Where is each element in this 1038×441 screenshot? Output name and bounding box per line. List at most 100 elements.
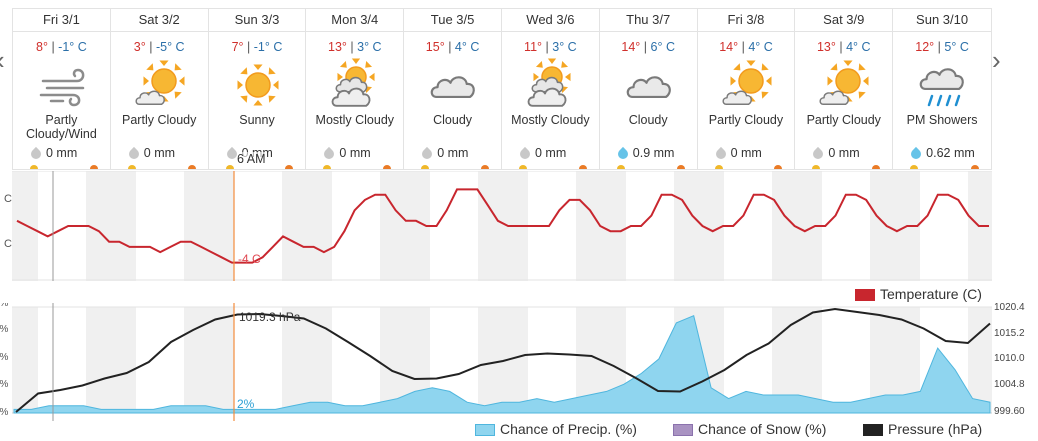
day-column[interactable]: Thu 3/7 14° | 6° C Cloudy 0.9 mm: [599, 9, 698, 171]
day-column[interactable]: Sat 3/9 13° | 4° C Partly Cloudy 0 mm: [795, 9, 894, 171]
day-temps: 11° | 3° C: [502, 40, 599, 55]
temp-low: -5° C: [155, 40, 185, 54]
legend-swatch-precip: [475, 424, 495, 437]
sunrise-icon: [323, 165, 332, 169]
raindrop-icon: [811, 146, 826, 161]
pressure-precip-chart[interactable]: 0% 5% 0% 5% 0% 1020.4 1015.2 1010.0 1004.8 999.60…: [0, 303, 1038, 421]
condition-text: Mostly Cloudy: [511, 113, 590, 127]
temp-high: 8°: [36, 40, 48, 54]
condition-text: Sunny: [239, 113, 275, 127]
sun-markers: [616, 165, 685, 171]
wind-icon: [33, 57, 91, 113]
temp-separator: |: [448, 40, 452, 54]
temp-high: 12°: [915, 40, 935, 54]
precip-amount: 0 mm: [713, 146, 762, 161]
sunrise-icon: [714, 165, 723, 169]
partly-cloudy-icon: [131, 57, 189, 113]
day-temps: 15° | 4° C: [404, 40, 501, 55]
legend-swatch-temperature: [855, 289, 875, 302]
raindrop-icon: [126, 146, 141, 161]
temp-separator: |: [741, 40, 745, 54]
temp-low: 4° C: [846, 40, 871, 54]
day-name: Sun 3/10: [893, 9, 991, 32]
precip-value: 0 mm: [437, 146, 469, 160]
temp-separator: |: [350, 40, 354, 54]
day-name: Sat 3/9: [795, 9, 893, 32]
precip-amount: 0 mm: [28, 146, 77, 161]
daily-forecast-strip: Fri 3/1 8° | -1° C Partly Cloudy/Wind 0 …: [12, 8, 992, 170]
legend-snow[interactable]: Chance of Snow (%): [673, 421, 826, 437]
legend-precip[interactable]: Chance of Precip. (%): [475, 421, 637, 437]
precip-area: [13, 315, 991, 414]
precip-value: 0 mm: [339, 146, 371, 160]
sun-markers: [714, 165, 783, 171]
precip-amount: 0 mm: [322, 146, 371, 161]
pressure-axis-label: 1020.4: [994, 303, 1025, 313]
precip-value: 0.62 mm: [926, 146, 975, 160]
sun-markers: [812, 165, 881, 171]
chevron-left-icon[interactable]: ‹: [0, 47, 5, 73]
precip-amount: 0.62 mm: [909, 146, 975, 161]
precip-value: 0 mm: [828, 146, 860, 160]
sunset-icon: [872, 165, 881, 169]
day-column[interactable]: Fri 3/8 14° | 4° C Partly Cloudy 0 mm: [697, 9, 796, 171]
temp-axis-label: C: [4, 238, 12, 250]
hover-precip-readout: 2%: [237, 397, 255, 411]
day-column[interactable]: Mon 3/4 13° | 3° C Mostly Cloudy 0 mm: [306, 9, 405, 171]
condition-text: Cloudy: [433, 113, 473, 127]
sun-markers: [421, 165, 489, 171]
sunset-icon: [578, 165, 587, 169]
condition-text: Mostly Cloudy: [315, 113, 395, 127]
raindrop-icon: [322, 146, 337, 161]
percent-axis-label: 0%: [0, 407, 9, 418]
sun-markers: [910, 165, 979, 171]
legend-swatch-snow: [673, 424, 693, 437]
temp-high: 15°: [425, 40, 445, 54]
day-name: Sun 3/3: [208, 9, 306, 32]
day-column[interactable]: Sat 3/2 3° | -5° C Partly Cloudy 0 mm: [110, 9, 209, 169]
temp-low: 6° C: [650, 40, 675, 54]
legend-pressure[interactable]: Pressure (hPa): [863, 421, 982, 437]
percent-axis-label: 0%: [0, 352, 9, 363]
legend-temperature[interactable]: Temperature (C): [855, 286, 982, 302]
condition-text: Partly Cloudy: [122, 113, 197, 127]
day-temps: 13° | 4° C: [795, 40, 892, 55]
sun-markers: [323, 165, 392, 171]
condition-text: Partly Cloudy: [806, 113, 881, 127]
day-temps: 13° | 3° C: [306, 40, 403, 55]
sunrise-icon: [812, 165, 821, 169]
sunrise-icon: [518, 165, 527, 169]
pressure-line: [15, 307, 991, 413]
precip-value: 0 mm: [730, 146, 762, 160]
day-temps: 7° | -1° C: [209, 40, 306, 55]
temp-low: 5° C: [944, 40, 969, 54]
sunset-icon: [970, 165, 979, 169]
sunset-icon: [89, 165, 98, 169]
raindrop-icon: [909, 146, 924, 161]
day-name: Fri 3/1: [13, 9, 110, 32]
day-column[interactable]: Sun 3/3 7° | -1° C Sunny 0 mm: [208, 9, 307, 171]
legend-snow-label: Chance of Snow (%): [698, 421, 827, 437]
raindrop-icon: [615, 146, 630, 161]
day-column[interactable]: Sun 3/10 12° | 5° C PM Showers 0.62 mm: [893, 9, 991, 169]
day-name: Fri 3/8: [697, 9, 795, 32]
day-temps: 12° | 5° C: [893, 40, 991, 55]
temperature-line: [16, 188, 989, 264]
temp-high: 14°: [719, 40, 739, 54]
day-column[interactable]: Wed 3/6 11° | 3° C Mostly Cloudy 0 mm: [501, 9, 600, 169]
day-temps: 3° | -5° C: [111, 40, 208, 55]
hover-temp-readout: -4 C: [238, 252, 261, 266]
precip-amount: 0 mm: [811, 146, 860, 161]
legend-precip-label: Chance of Precip. (%): [500, 421, 637, 437]
chevron-right-icon[interactable]: ›: [992, 45, 1001, 75]
pressure-axis-label: 999.60: [994, 406, 1025, 417]
sunrise-icon: [127, 165, 136, 169]
sunset-icon: [187, 165, 196, 169]
day-column[interactable]: Fri 3/1 8° | -1° C Partly Cloudy/Wind 0 …: [13, 9, 111, 169]
legend-pressure-label: Pressure (hPa): [888, 421, 983, 437]
precip-amount: 0.9 mm: [615, 146, 674, 161]
temperature-chart[interactable]: C C -4 C: [0, 171, 1038, 281]
day-column[interactable]: Tue 3/5 15° | 4° C Cloudy 0 mm: [404, 9, 502, 169]
sunrise-icon: [225, 165, 234, 169]
sun-markers: [225, 165, 294, 171]
